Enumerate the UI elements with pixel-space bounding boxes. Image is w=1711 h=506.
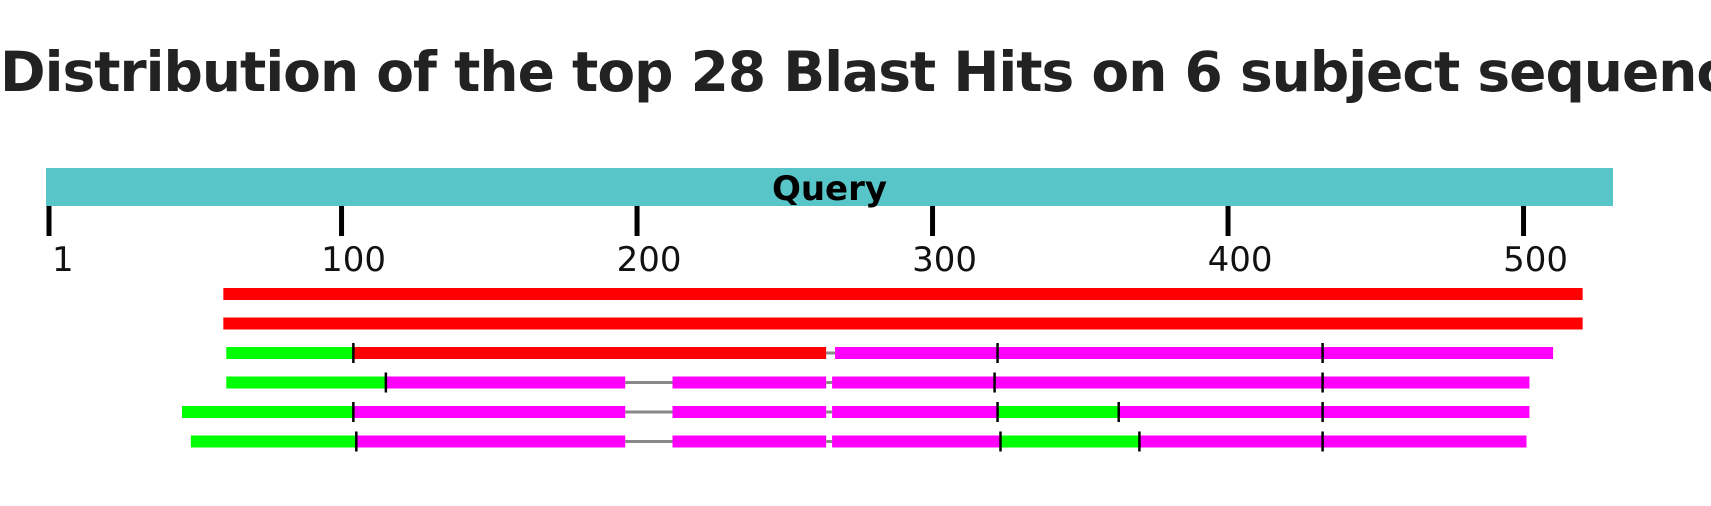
chart-title: Distribution of the top 28 Blast Hits on… <box>0 40 1711 104</box>
hit-segment[interactable] <box>181 406 354 418</box>
subject-hits <box>181 288 1583 452</box>
axis-tick-label: 1 <box>52 240 74 280</box>
subject-row <box>223 288 1583 300</box>
hit-segment[interactable] <box>672 406 827 418</box>
hit-segment[interactable] <box>1139 435 1527 448</box>
subject-row <box>223 317 1583 330</box>
hit-segment[interactable] <box>997 406 1119 418</box>
hit-segment[interactable] <box>832 406 998 418</box>
subject-row <box>226 343 1554 363</box>
hit-segment[interactable] <box>672 435 827 448</box>
subject-row <box>190 431 1527 452</box>
hit-segment[interactable] <box>190 435 357 448</box>
hit-segment[interactable] <box>356 435 626 448</box>
hit-segment[interactable] <box>353 347 827 359</box>
query-bar[interactable] <box>46 168 1613 206</box>
subject-row <box>181 402 1530 422</box>
position-axis: 1 100 200 300 400 500 <box>46 206 1568 280</box>
hit-segment[interactable] <box>835 347 1554 359</box>
axis-tick-label: 500 <box>1503 240 1568 280</box>
hit-segment[interactable] <box>1118 406 1530 418</box>
hit-segment[interactable] <box>385 376 626 389</box>
hit-segment[interactable] <box>223 317 1583 330</box>
hit-segment[interactable] <box>226 347 354 359</box>
hit-segment[interactable] <box>353 406 626 418</box>
axis-tick-label: 300 <box>912 240 977 280</box>
hit-segment[interactable] <box>832 376 1530 389</box>
subject-row <box>226 372 1530 393</box>
axis-tick-label: 200 <box>617 240 682 280</box>
hit-segment[interactable] <box>832 435 1001 448</box>
hit-segment[interactable] <box>1000 435 1140 448</box>
axis-tick-label: 400 <box>1208 240 1273 280</box>
axis-tick-label: 100 <box>321 240 386 280</box>
hit-segment[interactable] <box>223 288 1583 300</box>
hit-segment[interactable] <box>672 376 827 389</box>
query-bar-group: Query <box>46 168 1613 209</box>
hit-segment[interactable] <box>226 376 386 389</box>
query-label: Query <box>772 169 887 209</box>
